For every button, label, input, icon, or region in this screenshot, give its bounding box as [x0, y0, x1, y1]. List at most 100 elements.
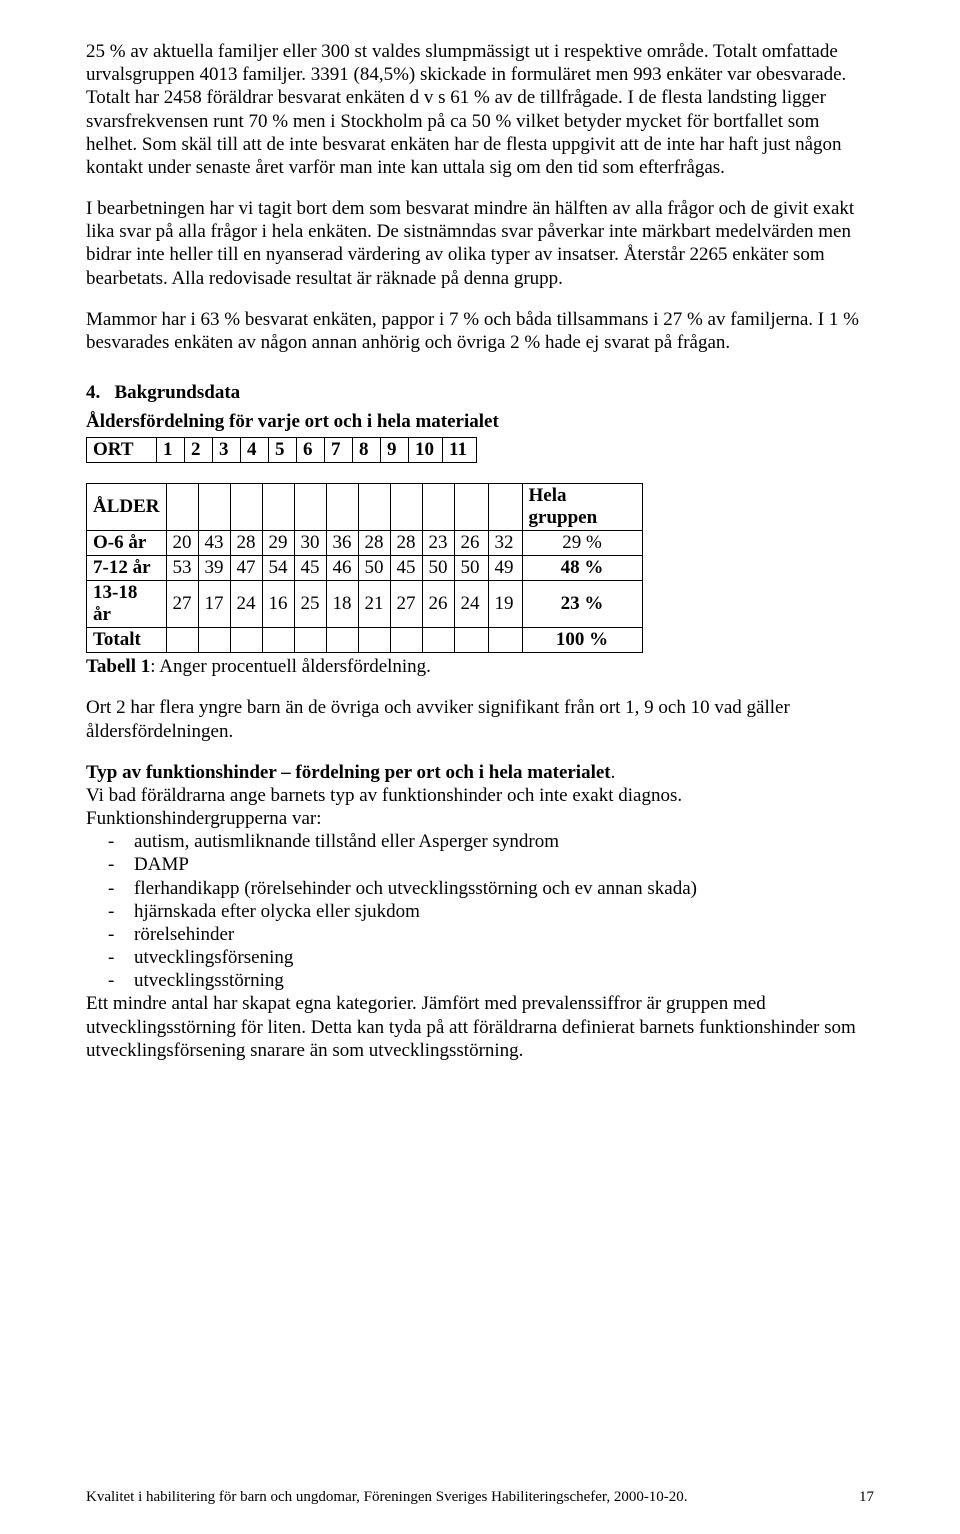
- age-header-table: ORT 1 2 3 4 5 6 7 8 9 10 11: [86, 437, 477, 463]
- header-cell: 2: [185, 438, 213, 463]
- cell: 20: [166, 531, 198, 556]
- cell: 39: [198, 556, 230, 581]
- table-row: 13-18 år 27 17 24 16 25 18 21 27 26 24 1…: [87, 581, 643, 628]
- cell: 28: [230, 531, 262, 556]
- cell: 50: [422, 556, 454, 581]
- group-cell: 100 %: [522, 628, 642, 653]
- cell: 29: [262, 531, 294, 556]
- list-item: hjärnskada efter olycka eller sjukdom: [134, 900, 874, 923]
- cell: 17: [198, 581, 230, 628]
- header-cell: 3: [213, 438, 241, 463]
- age-data-table-wrap: ÅLDER Hela gruppen O-6 år 20 43 28 29: [86, 483, 874, 653]
- list-item: DAMP: [134, 853, 874, 876]
- cell: 18: [326, 581, 358, 628]
- cell: 25: [294, 581, 326, 628]
- cell: [230, 484, 262, 531]
- table-row: 7-12 år 53 39 47 54 45 46 50 45 50 50 49…: [87, 556, 643, 581]
- typ-list: autism, autismliknande tillstånd eller A…: [86, 830, 874, 992]
- table-row: O-6 år 20 43 28 29 30 36 28 28 23 26 32 …: [87, 531, 643, 556]
- cell: [454, 628, 488, 653]
- page: 25 % av aktuella familjer eller 300 st v…: [0, 0, 960, 1534]
- list-item: autism, autismliknande tillstånd eller A…: [134, 830, 874, 853]
- group-header: Hela gruppen: [522, 484, 642, 531]
- cell: 26: [422, 581, 454, 628]
- typ-intro-1: Vi bad föräldrarna ange barnets typ av f…: [86, 784, 874, 807]
- cell: 27: [166, 581, 198, 628]
- cell: 45: [294, 556, 326, 581]
- cell: [390, 628, 422, 653]
- row-label: 7-12 år: [87, 556, 167, 581]
- header-cell: 7: [325, 438, 353, 463]
- cell: [488, 628, 522, 653]
- table-caption: Tabell 1: Anger procentuell åldersfördel…: [86, 655, 874, 678]
- header-cell: 5: [269, 438, 297, 463]
- header-cell: 8: [353, 438, 381, 463]
- header-cell: 4: [241, 438, 269, 463]
- cell: [230, 628, 262, 653]
- section-number: 4.: [86, 382, 100, 403]
- group-cell: 29 %: [522, 531, 642, 556]
- cell: [358, 628, 390, 653]
- cell: 28: [358, 531, 390, 556]
- group-cell: 48 %: [522, 556, 642, 581]
- cell: 50: [358, 556, 390, 581]
- cell: 53: [166, 556, 198, 581]
- cell: 45: [390, 556, 422, 581]
- cell: [262, 484, 294, 531]
- cell: 19: [488, 581, 522, 628]
- table-row: Totalt 100 %: [87, 628, 643, 653]
- cell: [326, 628, 358, 653]
- row-label: 13-18 år: [87, 581, 167, 628]
- list-item: utvecklingsstörning: [134, 969, 874, 992]
- cell: 28: [390, 531, 422, 556]
- section-4-heading: 4. Bakgrundsdata: [86, 382, 874, 404]
- list-item: flerhandikapp (rörelsehinder och utveckl…: [134, 877, 874, 900]
- cell: [390, 484, 422, 531]
- typ-after-paragraph: Ett mindre antal har skapat egna kategor…: [86, 992, 874, 1062]
- cell: 16: [262, 581, 294, 628]
- cell: 32: [488, 531, 522, 556]
- cell: [488, 484, 522, 531]
- cell: [358, 484, 390, 531]
- header-cell: 1: [157, 438, 185, 463]
- cell: 21: [358, 581, 390, 628]
- caption-rest: : Anger procentuell åldersfördelning.: [150, 656, 431, 677]
- age-table-title: Åldersfördelning för varje ort och i hel…: [86, 410, 874, 433]
- header-cell: 9: [381, 438, 409, 463]
- cell: 27: [390, 581, 422, 628]
- row-label: O-6 år: [87, 531, 167, 556]
- cell: [198, 484, 230, 531]
- cell: 47: [230, 556, 262, 581]
- header-cell: ORT: [87, 438, 157, 463]
- cell: 24: [230, 581, 262, 628]
- header-cell: 10: [409, 438, 443, 463]
- paragraph-after-table: Ort 2 har flera yngre barn än de övriga …: [86, 696, 874, 742]
- typ-intro-2: Funktionshindergrupperna var:: [86, 807, 874, 830]
- cell: [422, 628, 454, 653]
- cell: 54: [262, 556, 294, 581]
- cell: [326, 484, 358, 531]
- cell: [454, 484, 488, 531]
- table-row: ÅLDER Hela gruppen: [87, 484, 643, 531]
- header-cell: 11: [443, 438, 477, 463]
- paragraph-2: I bearbetningen har vi tagit bort dem so…: [86, 197, 874, 290]
- cell: 50: [454, 556, 488, 581]
- cell: 24: [454, 581, 488, 628]
- cell: [166, 628, 198, 653]
- cell: 36: [326, 531, 358, 556]
- cell: 43: [198, 531, 230, 556]
- cell: [262, 628, 294, 653]
- cell: 26: [454, 531, 488, 556]
- paragraph-3: Mammor har i 63 % besvarat enkäten, papp…: [86, 308, 874, 354]
- caption-bold: Tabell 1: [86, 656, 150, 677]
- table-row: ORT 1 2 3 4 5 6 7 8 9 10 11: [87, 438, 477, 463]
- group-cell: 23 %: [522, 581, 642, 628]
- cell: [422, 484, 454, 531]
- cell: [198, 628, 230, 653]
- list-item: rörelsehinder: [134, 923, 874, 946]
- typ-section-title: Typ av funktionshinder – fördelning per …: [86, 761, 874, 784]
- typ-section-title-text: Typ av funktionshinder – fördelning per …: [86, 762, 611, 783]
- list-item: utvecklingsförsening: [134, 946, 874, 969]
- row-label: ÅLDER: [87, 484, 167, 531]
- paragraph-1: 25 % av aktuella familjer eller 300 st v…: [86, 40, 874, 179]
